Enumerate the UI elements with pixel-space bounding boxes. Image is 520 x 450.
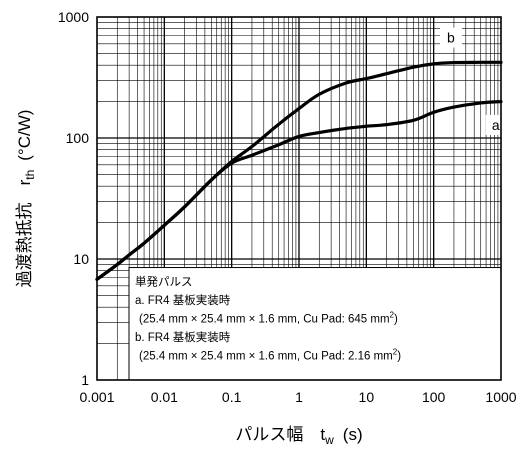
x-axis-title-text: パルス幅 t — [235, 425, 325, 444]
series-label-b: b — [447, 30, 455, 46]
annotation-line-b-dim-text: (25.4 mm × 25.4 mm × 1.6 mm, Cu Pad: 2.1… — [139, 351, 393, 363]
x-axis-unit: (s) — [343, 425, 363, 444]
annotation-line-a-dim-text: (25.4 mm × 25.4 mm × 1.6 mm, Cu Pad: 645… — [139, 314, 390, 326]
x-axis-title-subscript: w — [324, 433, 334, 447]
annotation-box-background — [128, 267, 502, 381]
annotation-line-b-dimensions: (25.4 mm × 25.4 mm × 1.6 mm, Cu Pad: 2.1… — [139, 348, 401, 363]
x-tick-label: 0.001 — [79, 389, 114, 405]
annotation-title: 単発パルス — [135, 275, 193, 289]
annotation-line-a-dimensions: (25.4 mm × 25.4 mm × 1.6 mm, Cu Pad: 645… — [139, 311, 398, 326]
y-tick-label: 1 — [81, 372, 89, 388]
x-tick-label: 0.01 — [151, 389, 178, 405]
annotation-line-a-close: ) — [394, 314, 398, 326]
x-tick-label: 10 — [359, 389, 375, 405]
plot-frame — [96, 16, 502, 381]
y-axis-title-subscript: th — [23, 170, 37, 180]
x-tick-label: 0.1 — [222, 389, 242, 405]
x-tick-label: 1000 — [485, 389, 516, 405]
annotation-box: 単発パルス a. FR4 基板実装時 (25.4 mm × 25.4 mm × … — [128, 267, 502, 381]
annotation-line-b: b. FR4 基板実装時 — [135, 330, 231, 344]
y-axis-title-text: 過渡熱抵抗 r — [15, 179, 34, 287]
y-tick-label: 100 — [66, 130, 90, 146]
annotation-line-b-close: ) — [397, 351, 401, 363]
x-tick-label: 100 — [422, 389, 446, 405]
x-tick-label: 1 — [295, 389, 303, 405]
annotation-line-b-superscript: 2 — [393, 348, 398, 357]
annotation-line-a-superscript: 2 — [390, 311, 395, 320]
annotation-line-a: a. FR4 基板実装時 — [135, 293, 231, 307]
x-axis-title: パルス幅 tw (s) — [235, 425, 362, 447]
y-axis-title: 過渡熱抵抗 rth (°C/W) — [15, 110, 37, 288]
series-line-b — [95, 60, 503, 281]
y-tick-label: 1000 — [58, 9, 89, 25]
y-tick-label: 10 — [73, 251, 89, 267]
tick-labels: 0.001 0.01 0.1 1 10 100 1000 1 10 100 1000 — [58, 9, 517, 405]
y-axis-unit: (°C/W) — [15, 110, 34, 161]
series-label-a: a — [492, 117, 500, 133]
series-label-b-background — [439, 27, 462, 48]
series-lines — [95, 60, 503, 281]
